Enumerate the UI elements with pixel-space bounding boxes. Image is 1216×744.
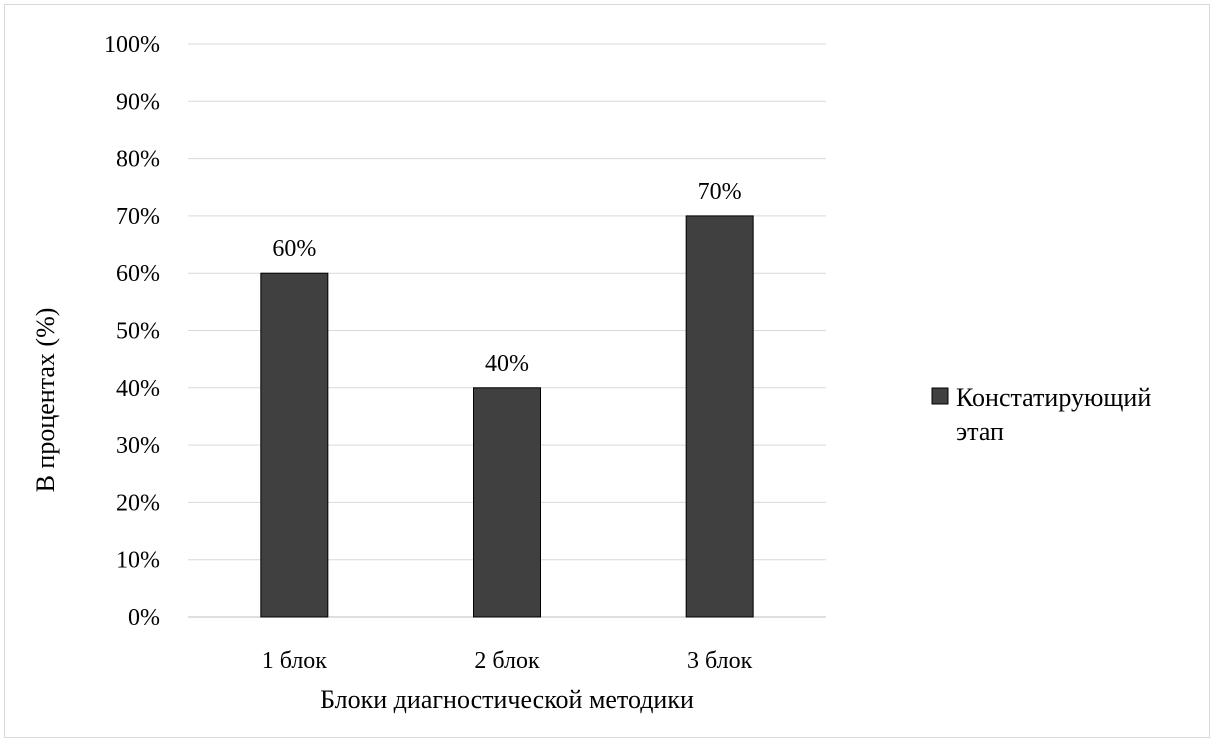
- x-tick-label: 2 блок: [474, 648, 540, 674]
- bar: [473, 387, 541, 618]
- data-labels: 60% 40% 70%: [272, 179, 741, 377]
- chart-frame: [4, 4, 1210, 738]
- legend-label: Констатирующий этап: [956, 383, 1158, 446]
- y-tick-label: 100%: [104, 32, 160, 58]
- y-tick-label: 80%: [116, 147, 160, 173]
- x-tick-label: 1 блок: [262, 648, 328, 674]
- y-tick-label: 60%: [116, 261, 160, 287]
- x-tick-label: 3 блок: [687, 648, 753, 674]
- bars: [260, 215, 754, 618]
- data-label: 40%: [485, 351, 529, 377]
- y-tick-label: 10%: [116, 548, 160, 574]
- y-tick-label: 70%: [116, 204, 160, 230]
- data-label: 70%: [698, 179, 742, 205]
- legend-swatch: [931, 387, 949, 405]
- y-tick-labels: 0% 10% 20% 30% 40% 50% 60% 70% 80% 90% 100%: [104, 32, 160, 631]
- legend-label-line-2: этап: [956, 417, 1004, 446]
- y-tick-label: 30%: [116, 433, 160, 459]
- y-axis-title: В процентах (%): [31, 308, 60, 493]
- bar: [260, 272, 329, 618]
- bar: [685, 215, 754, 618]
- x-axis-title: Блоки диагностической методики: [320, 685, 694, 714]
- y-tick-label: 0%: [128, 605, 160, 631]
- data-label: 60%: [272, 236, 316, 262]
- legend: Констатирующий этап: [931, 383, 1158, 446]
- legend-label-line-1: Констатирующий: [956, 383, 1151, 412]
- y-tick-label: 20%: [116, 490, 160, 516]
- y-tick-label: 90%: [116, 89, 160, 115]
- y-tick-label: 50%: [116, 319, 160, 345]
- y-tick-label: 40%: [116, 376, 160, 402]
- x-tick-labels: 1 блок 2 блок 3 блок: [262, 648, 753, 674]
